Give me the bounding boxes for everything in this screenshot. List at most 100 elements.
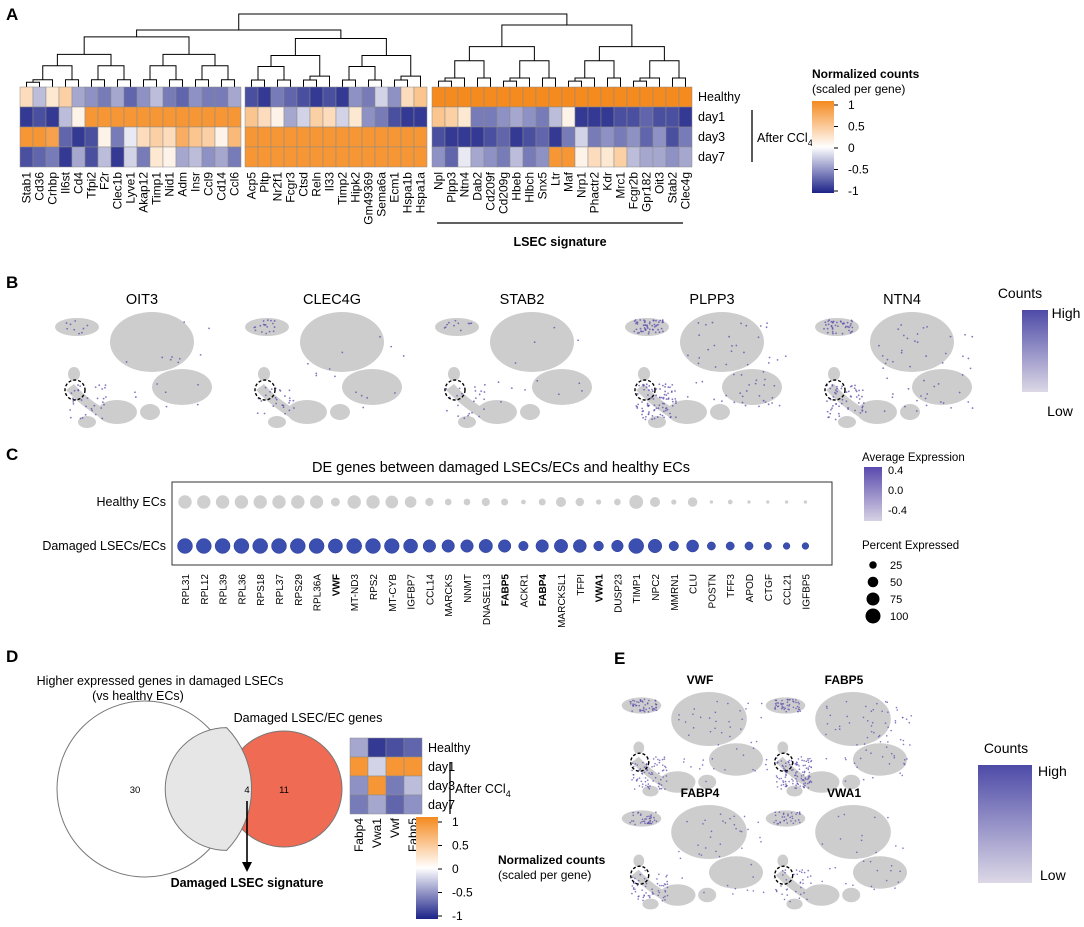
heatmap-a-cell [19, 126, 34, 148]
dot-damaged [782, 542, 791, 550]
heatmap-a-gene-label: Maf [562, 171, 576, 192]
dot-damaged [403, 538, 418, 554]
legend-c-tick: 0.0 [888, 485, 903, 497]
legend-a-tick: 1 [848, 98, 855, 112]
heatmap-a-gene-label: Npl [432, 172, 446, 190]
heatmap-a-gene-label: Il33 [323, 172, 337, 192]
heatmap-a-cell [613, 86, 628, 108]
heatmap-a-cell [322, 146, 337, 168]
dotplot-gene-label: VWA1 [595, 574, 606, 603]
heatmap-d-cell [367, 794, 387, 815]
heatmap-a-cell [309, 106, 324, 128]
heatmap-a-gene-label: Cd36 [33, 172, 47, 201]
legend-b-high: High [1052, 305, 1081, 321]
svg-text:After CCl4: After CCl4 [455, 782, 511, 799]
heatmap-d-bracket-sub: 4 [506, 789, 511, 799]
heatmap-a-cell [257, 126, 272, 148]
heatmap-a-cell [45, 106, 60, 128]
heatmap-a-gene-label: Crhbp [46, 172, 60, 205]
heatmap-a-cell [244, 146, 259, 168]
heatmap-a-cell [257, 106, 272, 128]
dotplot-frame [171, 481, 833, 566]
heatmap-d-gene-label: Vwa1 [370, 818, 384, 848]
heatmap-a-cell [45, 146, 60, 168]
heatmap-a-gene-label: Hspa1a [414, 172, 428, 214]
heatmap-a-cell [483, 126, 498, 148]
heatmap-a-row-label: day7 [698, 150, 725, 164]
heatmap-a-cell [348, 126, 363, 148]
heatmap-a-cell [444, 106, 459, 128]
heatmap-a-cell [32, 106, 47, 128]
venn-overlap-count: 4 [244, 785, 249, 796]
legend-d-title: Normalized counts [498, 853, 606, 867]
dotplot-gene-label: CTGF [764, 574, 775, 601]
heatmap-a-cell [561, 126, 576, 148]
heatmap-a-cell [587, 146, 602, 168]
heatmap-a-cell [400, 146, 415, 168]
heatmap-a-cell [270, 126, 285, 148]
venn-right-count: 11 [279, 785, 289, 796]
heatmap-a-cell [361, 146, 376, 168]
dotplot-gene-label: RPL39 [219, 574, 230, 605]
heatmap-a-gene-label: Tfpi2 [85, 172, 99, 199]
panel-c-letter: C [6, 445, 18, 464]
heatmap-a-cell [335, 86, 350, 108]
legend-a-tick: -0.5 [848, 163, 869, 177]
legend-c-percent-title: Percent Expressed [862, 540, 959, 552]
heatmap-a-cell [19, 106, 34, 128]
heatmap-a-cell [175, 86, 190, 108]
dotplot-gene-label: FABP5 [501, 574, 512, 607]
legend-d-tick: 0 [452, 862, 459, 876]
dot-healthy [727, 499, 733, 505]
heatmap-a-gene-label: Ctsd [297, 172, 311, 197]
heatmap-a-gene-label: Pltp [258, 172, 272, 193]
legend-e-low: Low [1040, 867, 1067, 883]
legend-e-high: High [1038, 763, 1067, 779]
panel-e: E VWF FABP5 FABP4 VWA1 Counts High Low [614, 649, 1067, 910]
heatmap-a-cell [283, 146, 298, 168]
dot-damaged [611, 539, 624, 553]
heatmap-a-bracket-sub: 4 [808, 138, 813, 148]
dotplot-gene-label: MT-CYB [388, 574, 399, 612]
heatmap-a-cell [32, 146, 47, 168]
heatmap-a-cell [110, 146, 125, 168]
dot-damaged [290, 538, 306, 554]
heatmap-a-cell [457, 106, 472, 128]
dotplot [177, 495, 810, 554]
heatmap-d-row-label: Healthy [428, 741, 471, 755]
heatmap-a-cell [374, 106, 389, 128]
heatmap-a-cell [97, 146, 112, 168]
dot-healthy [234, 495, 249, 509]
panel-c-title: DE genes between damaged LSECs/ECs and h… [312, 460, 690, 476]
heatmap-a-cell [322, 106, 337, 128]
dot-healthy [330, 497, 340, 507]
heatmap-a-cell [136, 86, 151, 108]
heatmap-d-bracket: After CCl4 [449, 762, 511, 814]
heatmap-a-cell [548, 146, 563, 168]
dot-healthy [366, 495, 380, 509]
panel-a-letter: A [6, 5, 18, 24]
dot-damaged [744, 541, 754, 551]
heatmap-a-gene-label: Stab2 [666, 172, 680, 204]
heatmap-a-cell [626, 126, 641, 148]
heatmap-a-gene-label: F2r [98, 172, 112, 190]
heatmap-a-cell [483, 86, 498, 108]
heatmap-a-cell [162, 126, 177, 148]
heatmap-a-cell [413, 106, 428, 128]
heatmap-a-cell [400, 126, 415, 148]
heatmap-a-gene-label: Ecm1 [388, 172, 402, 203]
dot-damaged [628, 538, 644, 554]
heatmap-a-cell [227, 106, 242, 128]
heatmap-a-gene-label: Cd14 [215, 172, 229, 201]
heatmap-a-gene-label: Ccl6 [228, 172, 242, 196]
dot-damaged [308, 538, 325, 554]
heatmap-a-cell [548, 86, 563, 108]
legend-d-tick: 0.5 [452, 839, 469, 853]
heatmap-a [19, 86, 693, 168]
heatmap-a-cell [188, 146, 203, 168]
heatmap-a-cell [431, 126, 446, 148]
heatmap-a-cell [431, 106, 446, 128]
heatmap-a-cell [348, 146, 363, 168]
heatmap-a-cell [84, 86, 99, 108]
heatmap-a-cell [574, 126, 589, 148]
